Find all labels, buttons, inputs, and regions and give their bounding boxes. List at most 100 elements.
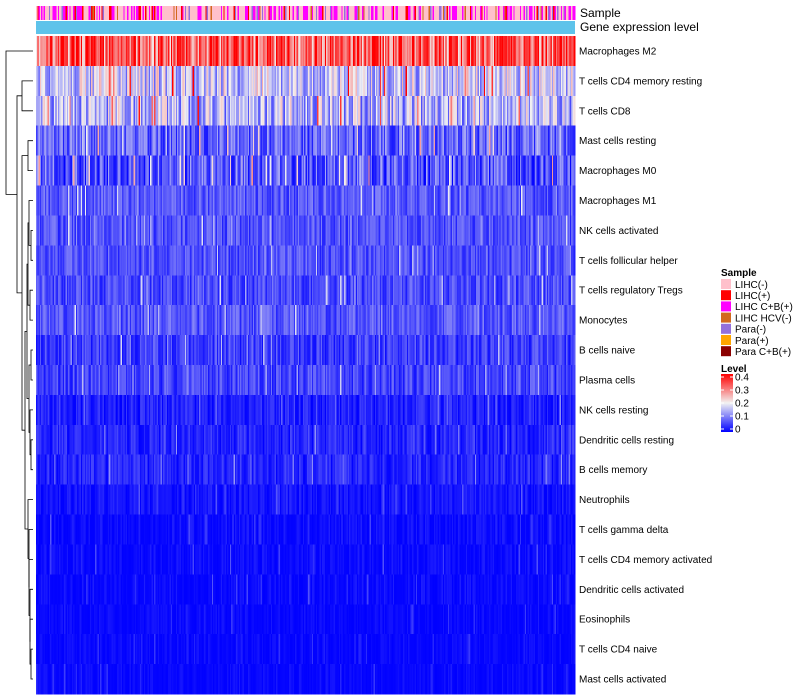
heatmap-cell — [297, 275, 300, 306]
sample-annotation-cell — [115, 6, 118, 20]
heatmap-cell — [197, 36, 200, 67]
heatmap-cell — [218, 95, 221, 127]
heatmap-cell — [80, 215, 83, 246]
heatmap-cell — [272, 335, 275, 366]
heatmap-cell — [143, 65, 146, 97]
heatmap-cell — [73, 125, 76, 156]
heatmap-cell — [224, 95, 227, 127]
heatmap-cell — [152, 245, 155, 276]
sample-annotation-cell — [44, 6, 47, 20]
heatmap-cell — [467, 275, 470, 306]
heatmap-cell — [288, 95, 291, 127]
heatmap-cell — [311, 215, 314, 246]
heatmap-cell — [264, 65, 267, 97]
heatmap-cell — [512, 36, 514, 67]
heatmap-cell — [43, 215, 46, 246]
heatmap-cell — [44, 305, 47, 336]
heatmap-cell — [492, 125, 495, 156]
heatmap-cell — [403, 305, 405, 336]
sample-annotation-cell — [302, 6, 305, 20]
heatmap-cell — [368, 245, 371, 276]
heatmap-cell — [83, 215, 86, 246]
heatmap-cell — [449, 36, 452, 67]
heatmap-cell — [376, 305, 378, 336]
heatmap-cell — [151, 305, 154, 336]
heatmap-cell — [37, 275, 40, 306]
heatmap-cell — [109, 155, 112, 186]
heatmap-cell — [174, 245, 177, 276]
heatmap-cell — [399, 125, 402, 156]
heatmap-cell — [219, 155, 222, 186]
heatmap-cell — [80, 155, 83, 186]
heatmap-cell — [93, 125, 96, 156]
heatmap-cell — [305, 335, 308, 366]
heatmap-cell — [557, 155, 559, 186]
heatmap-cell — [74, 95, 77, 127]
heatmap-cell — [156, 215, 159, 246]
heatmap-cell — [365, 275, 368, 306]
heatmap-cell — [399, 275, 402, 306]
heatmap-cell — [247, 65, 250, 97]
heatmap-cell — [287, 335, 290, 366]
heatmap-cell — [133, 155, 136, 186]
heatmap-cell — [444, 65, 446, 97]
heatmap-cell — [179, 95, 182, 127]
heatmap-cell — [238, 305, 241, 336]
heatmap-cell — [286, 65, 289, 97]
heatmap-cell — [376, 245, 378, 276]
heatmap-cell — [261, 215, 264, 246]
heatmap-cell — [329, 185, 332, 216]
sample-annotation-cell — [311, 6, 314, 20]
heatmap-cell — [267, 335, 269, 366]
heatmap-cell — [223, 275, 226, 306]
heatmap-cell — [308, 245, 310, 276]
heatmap-cell — [286, 36, 289, 67]
heatmap-cell — [377, 245, 380, 276]
heatmap-cell — [532, 65, 535, 97]
heatmap-cell — [563, 95, 566, 127]
heatmap-cell — [299, 65, 301, 97]
heatmap-cell — [125, 65, 128, 97]
heatmap-cell — [305, 245, 308, 276]
heatmap-cell — [110, 36, 113, 67]
heatmap-cell — [557, 185, 559, 216]
heatmap-cell — [36, 155, 38, 186]
heatmap-cell — [87, 36, 90, 67]
heatmap-cell — [179, 215, 182, 246]
heatmap-cell — [178, 95, 181, 127]
heatmap-cell — [242, 185, 245, 216]
heatmap-cell — [571, 275, 574, 306]
heatmap-cell — [170, 335, 173, 366]
heatmap-cell — [508, 95, 511, 127]
heatmap-cell — [290, 215, 292, 246]
heatmap-cell — [361, 335, 364, 366]
heatmap-cell — [201, 275, 204, 306]
heatmap-cell — [399, 215, 402, 246]
heatmap-cell — [274, 275, 277, 306]
heatmap-cell — [109, 95, 112, 127]
heatmap-cell — [508, 305, 511, 336]
heatmap-cell — [190, 335, 192, 366]
heatmap-cell — [264, 185, 267, 216]
heatmap-cell — [473, 215, 476, 246]
heatmap-cell — [455, 215, 458, 246]
heatmap-cell — [346, 125, 349, 156]
heatmap-cell — [533, 36, 536, 67]
heatmap-cell — [96, 185, 99, 216]
heatmap-cell — [177, 185, 180, 216]
heatmap-cell — [213, 65, 215, 97]
heatmap-cell — [437, 95, 440, 127]
heatmap-cell — [215, 36, 218, 67]
heatmap-cell — [195, 215, 198, 246]
heatmap-cell — [551, 125, 554, 156]
heatmap-cell — [228, 275, 231, 306]
heatmap-cell — [109, 305, 112, 336]
heatmap-cell — [78, 215, 81, 246]
heatmap-cell — [506, 245, 509, 276]
heatmap-row — [36, 245, 576, 276]
heatmap-cell — [179, 155, 182, 186]
heatmap-cell — [441, 155, 444, 186]
heatmap-cell — [549, 305, 552, 336]
heatmap-cell — [127, 275, 129, 306]
heatmap-cell — [562, 215, 565, 246]
